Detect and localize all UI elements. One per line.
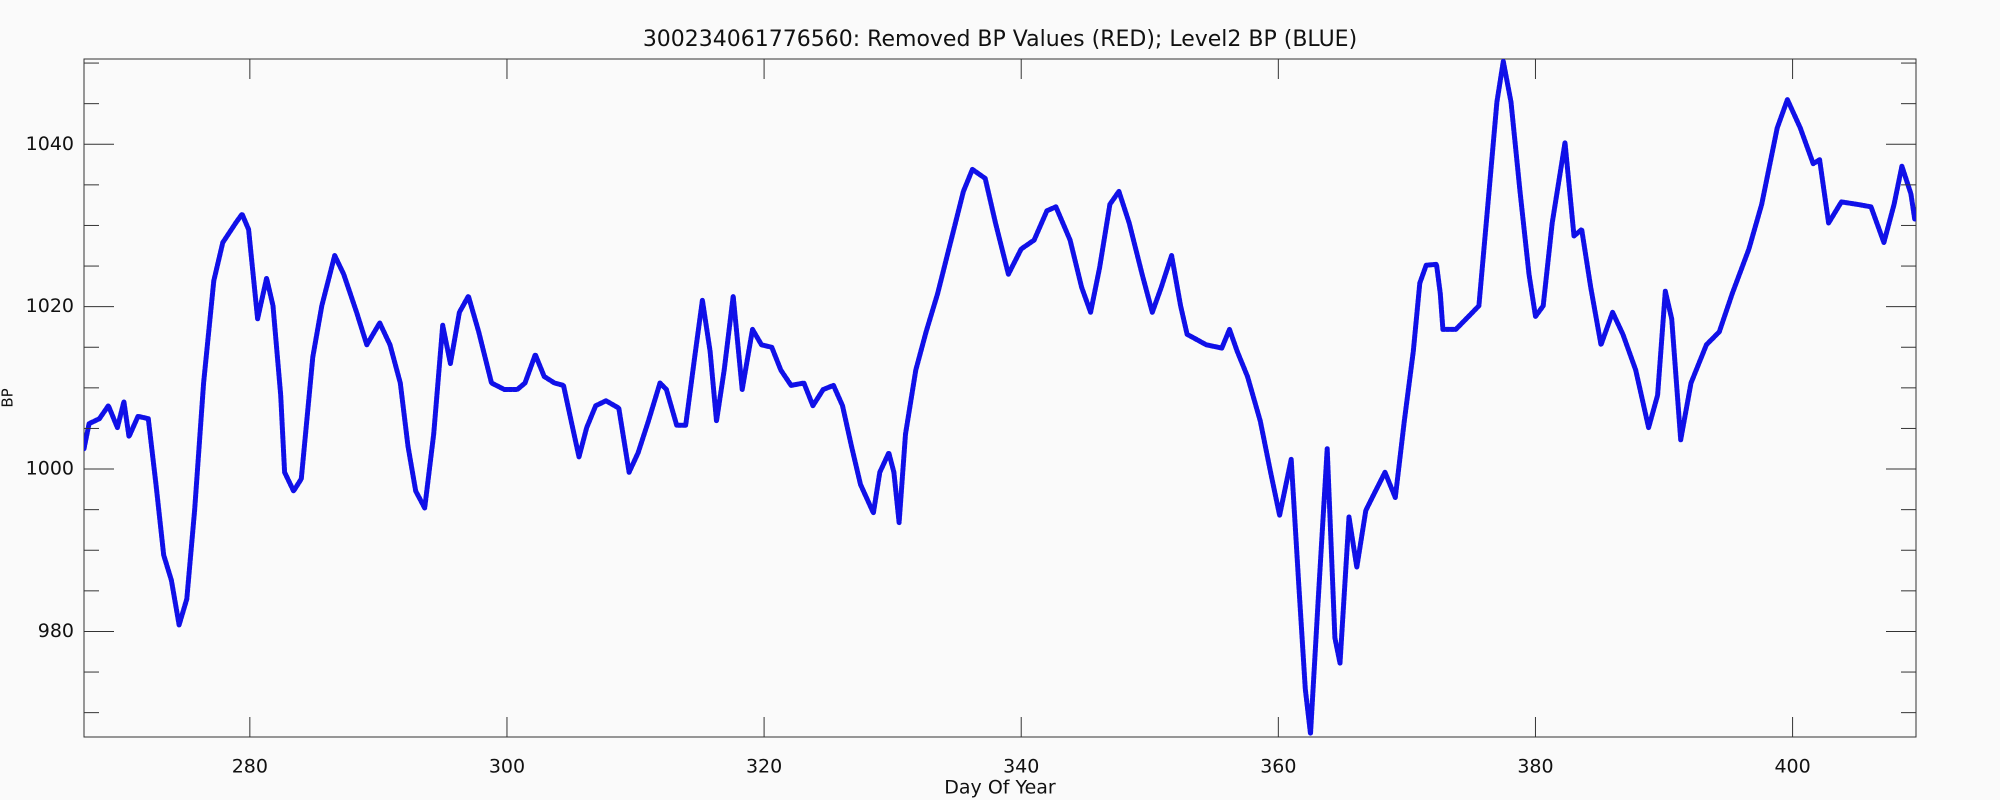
x-tick-label: 320	[746, 756, 782, 778]
y-tick-label: 1020	[26, 295, 74, 317]
y-tick-label: 1040	[26, 133, 74, 155]
x-axis-label: Day Of Year	[944, 777, 1056, 799]
x-tick-label: 340	[1003, 756, 1039, 778]
y-tick-label: 1000	[26, 458, 74, 480]
y-tick-label: 980	[38, 620, 74, 642]
chart-title: 300234061776560: Removed BP Values (RED)…	[643, 27, 1357, 52]
x-tick-label: 300	[489, 756, 525, 778]
plot-area	[84, 59, 1916, 737]
x-tick-label: 280	[232, 756, 268, 778]
data-line	[84, 59, 1916, 737]
y-axis-label: BP	[0, 388, 17, 407]
x-tick-label: 360	[1260, 756, 1296, 778]
x-tick-label: 400	[1774, 756, 1810, 778]
x-tick-label: 380	[1517, 756, 1553, 778]
plot-frame	[83, 58, 1917, 738]
